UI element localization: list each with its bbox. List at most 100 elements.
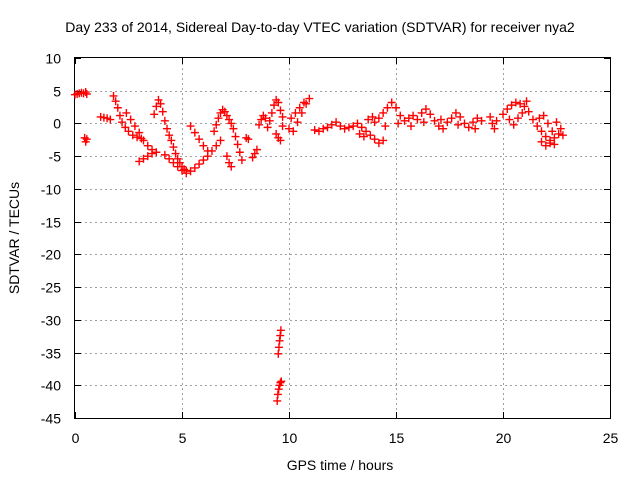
x-tick-label: 0 xyxy=(72,430,80,446)
y-tick-label: 10 xyxy=(45,51,61,67)
y-tick-label: 0 xyxy=(53,116,61,132)
y-tick-label: -40 xyxy=(41,378,61,394)
data-point xyxy=(276,378,285,387)
data-point xyxy=(195,135,204,144)
data-point xyxy=(109,91,118,100)
data-point xyxy=(394,119,403,128)
data-point xyxy=(381,122,390,131)
data-point xyxy=(167,136,176,145)
data-point xyxy=(451,108,460,117)
data-point xyxy=(169,143,178,152)
data-point xyxy=(148,149,157,158)
data-point xyxy=(274,385,283,394)
data-point xyxy=(436,115,445,124)
data-point xyxy=(511,98,520,107)
data-point xyxy=(499,110,507,119)
data-point xyxy=(516,99,525,108)
data-point xyxy=(139,136,148,145)
data-point xyxy=(171,149,180,158)
data-point xyxy=(203,146,212,155)
data-point xyxy=(135,128,144,137)
data-point xyxy=(379,136,388,145)
data-point xyxy=(473,114,482,123)
data-point xyxy=(158,107,167,116)
data-point xyxy=(310,126,319,134)
data-point xyxy=(344,123,353,132)
data-point xyxy=(439,124,448,133)
data-point xyxy=(156,99,165,108)
data-point xyxy=(214,114,223,123)
data-point xyxy=(537,137,546,146)
data-point xyxy=(160,116,169,125)
data-point xyxy=(364,115,373,124)
data-point xyxy=(244,135,253,144)
data-point xyxy=(143,152,152,161)
data-point xyxy=(454,120,463,129)
data-point xyxy=(357,123,366,132)
data-point xyxy=(492,116,501,125)
data-point xyxy=(210,127,219,136)
data-point xyxy=(235,148,244,157)
data-point xyxy=(124,127,133,136)
x-axis-label: GPS time / hours xyxy=(287,457,394,473)
chart-title: Day 233 of 2014, Sidereal Day-to-day VTE… xyxy=(65,19,575,35)
data-point xyxy=(460,119,469,128)
data-point xyxy=(558,131,567,140)
data-point xyxy=(359,132,368,141)
data-point xyxy=(152,102,161,111)
data-point xyxy=(546,139,555,148)
data-point xyxy=(541,141,550,150)
data-point xyxy=(355,129,364,138)
data-point xyxy=(169,158,178,167)
data-point xyxy=(392,103,400,112)
data-point xyxy=(139,154,148,163)
data-point xyxy=(518,108,527,117)
data-point xyxy=(152,148,161,157)
grid xyxy=(75,58,610,418)
data-point xyxy=(291,108,300,117)
data-point xyxy=(195,160,204,169)
y-tick-label: 5 xyxy=(53,84,61,100)
data-point xyxy=(535,114,544,123)
data-point xyxy=(552,118,561,127)
data-point xyxy=(190,163,199,172)
data-point xyxy=(471,124,480,133)
data-point xyxy=(199,156,208,165)
data-point xyxy=(160,150,169,159)
data-point xyxy=(332,118,341,127)
x-tick-label: 10 xyxy=(282,430,298,446)
data-point xyxy=(541,132,550,141)
data-point xyxy=(374,114,383,123)
data-point xyxy=(293,118,302,127)
data-point xyxy=(227,119,236,128)
data-point xyxy=(469,118,478,127)
data-point xyxy=(237,156,246,165)
data-point xyxy=(539,111,548,120)
data-point xyxy=(199,141,208,150)
data-point xyxy=(227,162,236,171)
data-point xyxy=(216,136,225,145)
data-point xyxy=(186,122,195,131)
data-point xyxy=(507,101,516,110)
y-axis-label: SDTVAR / TECUs xyxy=(6,182,22,294)
data-point xyxy=(276,106,285,115)
data-point xyxy=(82,135,91,144)
data-point xyxy=(231,132,240,141)
data-point xyxy=(413,115,422,124)
data-point xyxy=(305,94,314,103)
data-point xyxy=(229,124,238,133)
data-point xyxy=(118,118,127,127)
plot-frame xyxy=(74,57,611,419)
data-point xyxy=(265,116,274,125)
data-point xyxy=(150,110,159,119)
data-point xyxy=(113,103,122,112)
data-point xyxy=(287,114,296,123)
y-tick-label: -5 xyxy=(49,149,62,165)
data-point xyxy=(417,108,426,117)
data-point xyxy=(212,141,221,150)
data-point xyxy=(165,154,174,163)
data-point xyxy=(273,390,282,399)
data-point xyxy=(550,140,559,149)
data-point xyxy=(374,139,383,148)
data-point xyxy=(522,97,531,106)
